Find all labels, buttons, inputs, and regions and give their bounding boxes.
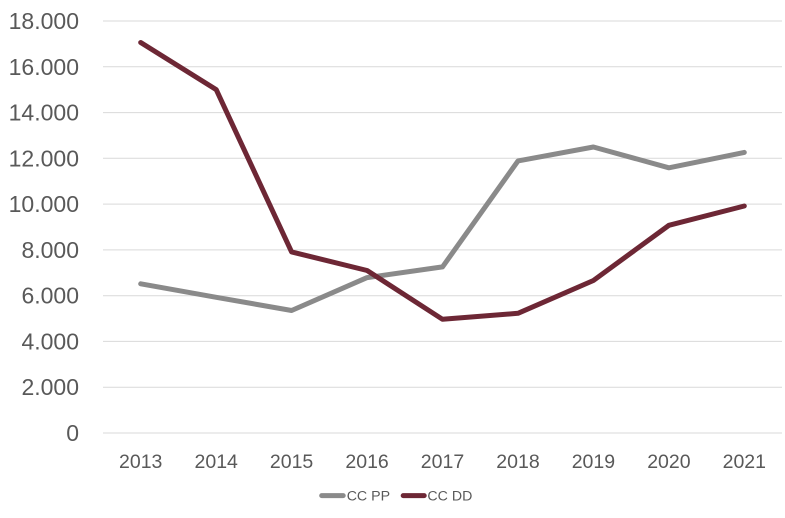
svg-text:2015: 2015 [270, 451, 314, 473]
svg-text:6.000: 6.000 [21, 283, 79, 309]
svg-text:2018: 2018 [496, 451, 539, 473]
svg-text:2014: 2014 [195, 451, 239, 473]
svg-text:2017: 2017 [421, 451, 464, 473]
svg-text:12.000: 12.000 [9, 145, 79, 171]
svg-text:CC PP: CC PP [347, 488, 390, 504]
svg-text:2019: 2019 [572, 451, 615, 473]
svg-text:0: 0 [66, 420, 79, 446]
svg-text:10.000: 10.000 [9, 191, 79, 217]
svg-text:2020: 2020 [647, 451, 691, 473]
svg-text:18.000: 18.000 [9, 8, 79, 34]
svg-text:14.000: 14.000 [9, 100, 79, 126]
svg-text:2021: 2021 [723, 451, 766, 473]
svg-text:8.000: 8.000 [21, 237, 79, 263]
svg-text:16.000: 16.000 [9, 54, 79, 80]
svg-text:CC DD: CC DD [427, 488, 472, 504]
svg-text:2013: 2013 [119, 451, 162, 473]
svg-text:2.000: 2.000 [21, 374, 79, 400]
svg-text:2016: 2016 [345, 451, 388, 473]
svg-text:4.000: 4.000 [21, 328, 79, 354]
